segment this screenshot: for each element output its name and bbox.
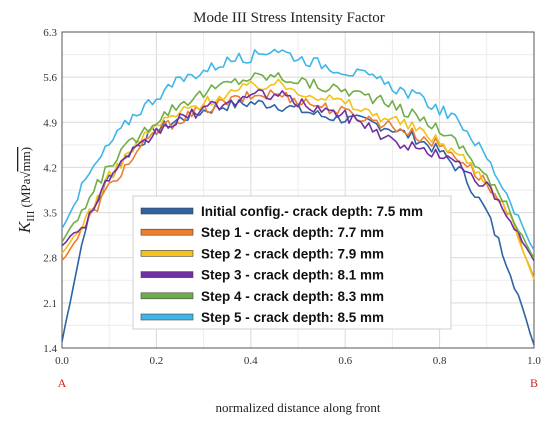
legend-swatch [140, 292, 194, 300]
x-axis-label: normalized distance along front [216, 400, 381, 415]
y-tick-label: 6.3 [43, 27, 57, 39]
x-ticks: 0.0 0.2 0.4 0.6 0.8 1.0 [55, 355, 541, 367]
y-tick-label: 2.1 [43, 298, 57, 310]
legend: Initial config.- crack depth: 7.5 mm Step… [132, 195, 452, 330]
x-tick-label: 1.0 [527, 355, 541, 367]
legend-label: Initial config.- crack depth: 7.5 mm [201, 204, 423, 219]
x-tick-label: 0.6 [338, 355, 352, 367]
y-tick-label: 4.2 [43, 162, 57, 174]
legend-box [132, 195, 452, 330]
end-label-end: B [530, 376, 538, 390]
legend-label: Step 2 - crack depth: 7.9 mm [201, 246, 384, 261]
y-tick-label: 5.6 [43, 72, 57, 84]
y-axis-label: KIII (MPa√mm) [15, 147, 37, 234]
y-tick-label: 3.5 [43, 208, 57, 220]
y-label-unit-suffix: mm) [18, 147, 33, 172]
chart-title: Mode III Stress Intensity Factor [193, 10, 385, 26]
legend-swatch [140, 271, 194, 278]
series-line [61, 48, 535, 251]
x-tick-label: 0.2 [150, 355, 164, 367]
y-tick-label: 1.4 [43, 343, 57, 355]
end-label-start: A [58, 376, 67, 390]
legend-label: Step 1 - crack depth: 7.7 mm [201, 225, 384, 240]
legend-swatch [140, 207, 194, 215]
series-line [61, 88, 535, 262]
x-tick-label: 0.4 [244, 355, 258, 367]
legend-swatch [140, 228, 194, 236]
series-layer [61, 48, 535, 346]
series-line [61, 72, 535, 259]
plot-frame [61, 31, 535, 349]
legend-swatch [140, 250, 194, 257]
y-tick-label: 4.9 [43, 117, 57, 129]
y-label-sqrt-sign: √ [18, 171, 33, 179]
legend-label: Step 4 - crack depth: 8.3 mm [201, 289, 384, 304]
y-label-unit-prefix: (MPa [18, 178, 33, 207]
svg-text:KIII (MPa√mm): KIII (MPa√mm) [15, 147, 37, 234]
x-tick-label: 0.0 [55, 355, 69, 367]
x-tick-label: 0.8 [433, 355, 447, 367]
legend-label: Step 3 - crack depth: 8.1 mm [201, 268, 384, 283]
y-tick-label: 2.8 [43, 253, 57, 265]
legend-label: Step 5 - crack depth: 8.5 mm [201, 310, 384, 325]
y-label-subscript: III [25, 210, 37, 221]
y-label-symbol: K [15, 220, 34, 234]
legend-swatch [140, 313, 194, 321]
y-ticks: 1.4 2.1 2.8 3.5 4.2 4.9 5.6 6.3 [43, 27, 57, 355]
